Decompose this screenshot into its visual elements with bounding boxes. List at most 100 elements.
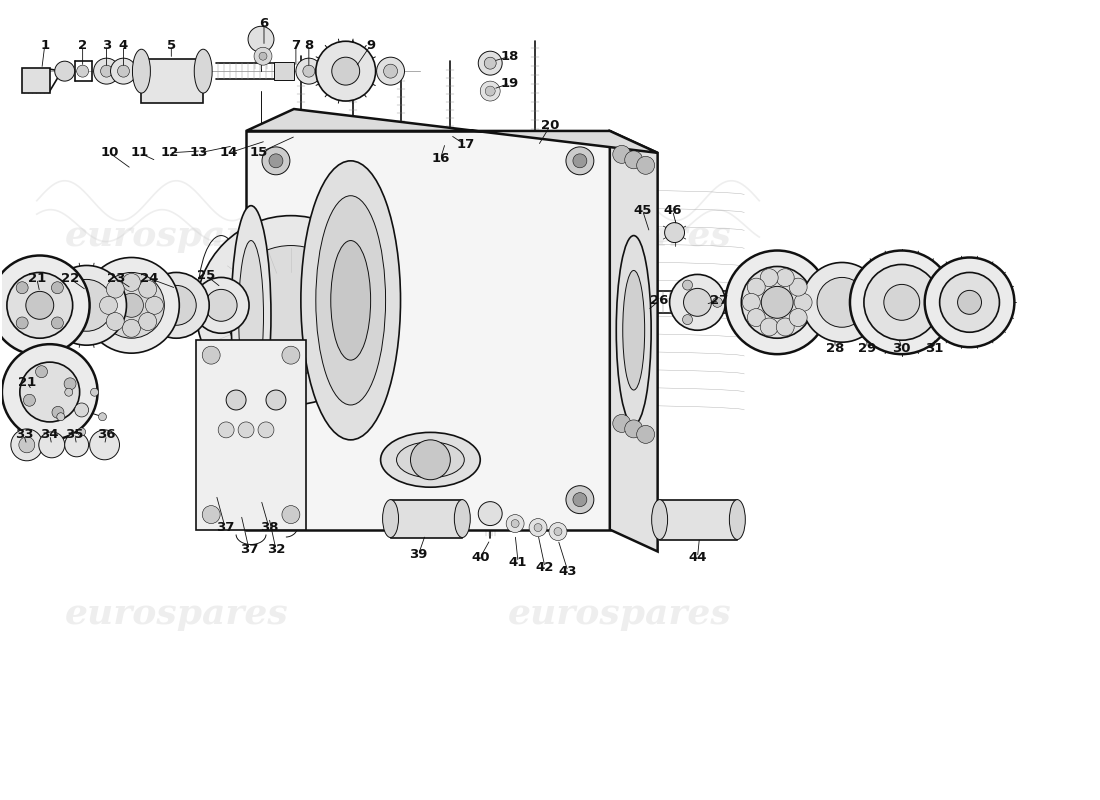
- Circle shape: [100, 65, 112, 77]
- Text: 1: 1: [41, 38, 50, 52]
- Circle shape: [196, 216, 386, 405]
- Circle shape: [100, 296, 118, 314]
- Circle shape: [262, 147, 290, 174]
- Circle shape: [122, 274, 141, 291]
- Ellipse shape: [454, 500, 471, 538]
- Text: 45: 45: [634, 204, 652, 217]
- Text: 16: 16: [431, 152, 450, 166]
- Circle shape: [143, 273, 209, 338]
- Circle shape: [39, 432, 65, 458]
- Text: 35: 35: [66, 428, 84, 442]
- Circle shape: [850, 250, 954, 354]
- Circle shape: [145, 296, 163, 314]
- Text: 14: 14: [220, 146, 239, 159]
- Circle shape: [478, 51, 503, 75]
- Circle shape: [120, 294, 143, 318]
- Circle shape: [47, 266, 126, 345]
- Text: 37: 37: [216, 521, 234, 534]
- Text: 12: 12: [161, 146, 178, 159]
- Text: 38: 38: [260, 521, 278, 534]
- Circle shape: [65, 388, 73, 396]
- Circle shape: [20, 362, 79, 422]
- Bar: [660, 500, 737, 539]
- Circle shape: [2, 344, 98, 440]
- Circle shape: [23, 394, 35, 406]
- Circle shape: [864, 265, 939, 340]
- Circle shape: [817, 278, 867, 327]
- Text: 27: 27: [711, 294, 728, 307]
- Circle shape: [270, 493, 283, 506]
- Ellipse shape: [616, 235, 651, 425]
- Ellipse shape: [623, 270, 645, 390]
- Ellipse shape: [383, 500, 398, 538]
- Ellipse shape: [316, 196, 386, 405]
- Text: 9: 9: [366, 38, 375, 52]
- Text: 28: 28: [826, 342, 844, 354]
- Circle shape: [529, 518, 547, 537]
- Circle shape: [52, 282, 64, 294]
- Circle shape: [156, 286, 196, 326]
- Circle shape: [77, 65, 89, 77]
- Circle shape: [55, 61, 75, 81]
- Text: 21: 21: [18, 375, 36, 389]
- Circle shape: [7, 273, 73, 338]
- Circle shape: [478, 502, 503, 526]
- Polygon shape: [246, 109, 658, 153]
- Text: 25: 25: [197, 269, 216, 282]
- Text: 44: 44: [689, 551, 706, 564]
- Circle shape: [0, 255, 89, 355]
- Circle shape: [94, 58, 120, 84]
- Polygon shape: [246, 131, 609, 530]
- Circle shape: [613, 146, 630, 163]
- Circle shape: [99, 413, 107, 421]
- Circle shape: [90, 388, 99, 396]
- Circle shape: [794, 294, 812, 311]
- Circle shape: [194, 278, 249, 334]
- Ellipse shape: [301, 161, 400, 440]
- Text: 3: 3: [102, 38, 111, 52]
- Circle shape: [258, 52, 267, 60]
- Circle shape: [218, 422, 234, 438]
- Circle shape: [777, 318, 794, 336]
- Circle shape: [332, 57, 360, 85]
- Circle shape: [75, 403, 89, 417]
- Circle shape: [316, 42, 375, 101]
- Text: 34: 34: [41, 428, 59, 442]
- Polygon shape: [196, 340, 306, 530]
- Text: 7: 7: [292, 38, 300, 52]
- Circle shape: [549, 522, 566, 541]
- Circle shape: [52, 317, 64, 329]
- Ellipse shape: [132, 50, 151, 93]
- Circle shape: [506, 514, 524, 533]
- Text: 23: 23: [108, 272, 125, 285]
- Circle shape: [64, 378, 76, 390]
- Text: 22: 22: [60, 272, 79, 285]
- Ellipse shape: [396, 442, 464, 478]
- Circle shape: [139, 280, 156, 298]
- Polygon shape: [609, 131, 658, 551]
- Circle shape: [122, 319, 141, 338]
- Text: 43: 43: [559, 565, 578, 578]
- Circle shape: [249, 26, 274, 52]
- Circle shape: [282, 346, 300, 364]
- Text: 19: 19: [500, 77, 519, 90]
- Circle shape: [512, 519, 519, 527]
- Text: 8: 8: [305, 38, 314, 52]
- Circle shape: [664, 222, 684, 242]
- Circle shape: [565, 147, 594, 174]
- Text: 10: 10: [100, 146, 119, 159]
- Circle shape: [481, 81, 500, 101]
- Text: eurospares: eurospares: [508, 598, 732, 631]
- Circle shape: [554, 527, 562, 535]
- Text: 39: 39: [409, 548, 428, 561]
- Text: 32: 32: [267, 543, 285, 556]
- Circle shape: [35, 366, 47, 378]
- Circle shape: [637, 426, 654, 443]
- Ellipse shape: [239, 241, 264, 390]
- Text: 4: 4: [119, 38, 128, 52]
- Circle shape: [302, 65, 315, 77]
- Bar: [274, 62, 294, 80]
- Text: 13: 13: [190, 146, 208, 159]
- Circle shape: [57, 413, 65, 421]
- Circle shape: [742, 294, 760, 311]
